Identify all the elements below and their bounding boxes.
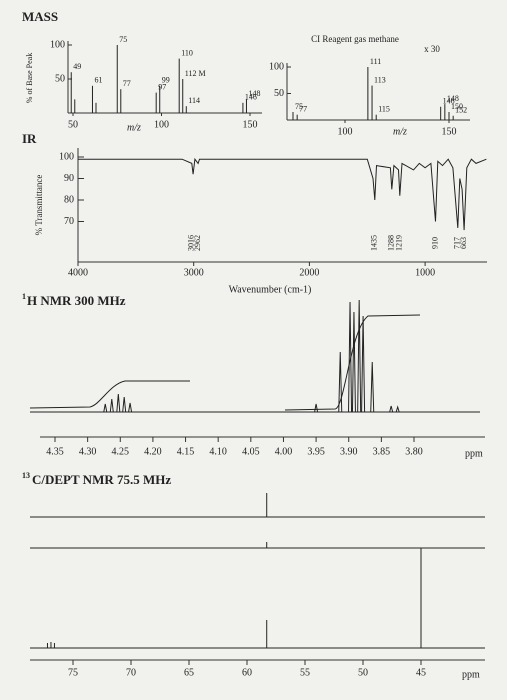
peak-label: 49 <box>73 62 81 71</box>
ci-scale-note: x 30 <box>424 44 440 54</box>
peak-label: 146 <box>245 93 257 102</box>
peak-label: 152 <box>455 106 467 115</box>
integral-curve <box>284 314 421 411</box>
nmr-peak <box>109 398 114 413</box>
peak-label: 146 <box>443 97 455 106</box>
x-tick-label: 150 <box>243 119 258 130</box>
nmr-peak <box>351 311 356 413</box>
peak-label: 77 <box>299 105 307 114</box>
x-tick-label: 4.35 <box>46 446 64 457</box>
x-tick-label: 4.25 <box>112 446 130 457</box>
c-xlabel: ppm <box>462 669 480 680</box>
peak-label: 61 <box>94 76 102 85</box>
mass-ylabel: % of Base Peak <box>25 53 34 103</box>
peak-label: 111 <box>370 57 381 66</box>
x-tick-label: 4.15 <box>177 446 195 457</box>
x-tick-label: 4.30 <box>79 446 97 457</box>
c-title: C/DEPT NMR 75.5 MHz <box>32 472 171 487</box>
x-tick-label: 4.00 <box>275 446 293 457</box>
x-tick-label: 50 <box>68 119 78 130</box>
c-isotope: 13 <box>22 471 30 480</box>
x-tick-label: 4.10 <box>209 446 227 457</box>
nmr-peak <box>389 405 394 413</box>
x-tick-label: 45 <box>416 667 426 678</box>
peak-label: 110 <box>181 48 193 57</box>
x-tick-label: 1000 <box>415 267 435 278</box>
ir-curve <box>78 157 487 231</box>
peak-label: 1219 <box>395 235 404 251</box>
nmr-peak <box>122 396 127 413</box>
nmr-peak <box>314 403 319 413</box>
peak-label: 663 <box>459 237 468 249</box>
peak-label: 1435 <box>370 235 379 251</box>
mass-title: MASS <box>22 9 58 24</box>
x-tick-label: 2000 <box>299 267 319 278</box>
peak-label: 112 M <box>185 69 206 78</box>
x-tick-label: 4000 <box>68 267 88 278</box>
x-tick-label: 65 <box>184 667 194 678</box>
y-tick-label: 50 <box>274 88 284 99</box>
peak-label: 113 <box>374 75 386 84</box>
peak-label: 99 <box>162 76 170 85</box>
peak-label: 148 <box>447 94 459 103</box>
peak-label: 3016 <box>187 235 196 251</box>
x-tick-label: 150 <box>442 126 457 137</box>
peak-label: 717 <box>453 237 462 249</box>
nmr-peak <box>116 393 121 413</box>
ir-ylabel: % Transmittance <box>34 175 44 236</box>
y-tick-label: 80 <box>64 194 74 205</box>
x-tick-label: 3000 <box>184 267 204 278</box>
x-tick-label: 3.90 <box>340 446 358 457</box>
x-tick-label: 3.85 <box>373 446 391 457</box>
x-tick-label: 50 <box>358 667 368 678</box>
peak-label: 75 <box>295 102 303 111</box>
x-tick-label: 3.95 <box>307 446 325 457</box>
x-tick-label: 100 <box>338 126 353 137</box>
nmr-peak <box>370 361 375 413</box>
peak-label: 910 <box>430 237 439 249</box>
y-tick-label: 50 <box>55 73 65 84</box>
x-tick-label: 55 <box>300 667 310 678</box>
peak-label: 148 <box>248 89 260 98</box>
nmr-peak <box>103 403 108 413</box>
y-tick-label: 100 <box>269 61 284 72</box>
integral-curve <box>29 380 190 409</box>
nmr-peak <box>357 299 362 413</box>
x-tick-label: 4.05 <box>242 446 260 457</box>
mass-xlabel: m/z <box>127 122 141 133</box>
nmr-peak <box>361 315 366 413</box>
nmr-peak <box>338 351 343 413</box>
h-isotope: 1 <box>22 292 26 301</box>
y-tick-label: 100 <box>59 151 74 162</box>
peak-label: 114 <box>188 96 200 105</box>
peak-label: 1288 <box>387 235 396 251</box>
nmr-peak <box>128 402 133 413</box>
h-xlabel: ppm <box>465 448 483 459</box>
y-tick-label: 90 <box>64 173 74 184</box>
ci-title: CI Reagent gas methane <box>311 34 399 44</box>
ir-title: IR <box>22 131 37 146</box>
y-tick-label: 100 <box>50 39 65 50</box>
x-tick-label: 4.20 <box>144 446 162 457</box>
ir-xlabel: Wavenumber (cm-1) <box>229 284 312 295</box>
y-tick-label: 70 <box>64 216 74 227</box>
nmr-peak <box>395 405 400 413</box>
peak-label: 115 <box>378 105 390 114</box>
x-tick-label: 70 <box>126 667 136 678</box>
x-tick-label: 60 <box>242 667 252 678</box>
ci-xlabel: m/z <box>393 126 407 137</box>
peak-label: 77 <box>123 79 131 88</box>
x-tick-label: 3.80 <box>405 446 423 457</box>
h-title: H NMR 300 MHz <box>27 293 126 308</box>
x-tick-label: 100 <box>154 119 169 130</box>
peak-label: 150 <box>451 102 463 111</box>
x-tick-label: 75 <box>68 667 78 678</box>
peak-label: 97 <box>158 82 166 91</box>
nmr-peak <box>348 301 353 413</box>
peak-label: 75 <box>119 35 127 44</box>
peak-label: 2962 <box>193 235 202 251</box>
